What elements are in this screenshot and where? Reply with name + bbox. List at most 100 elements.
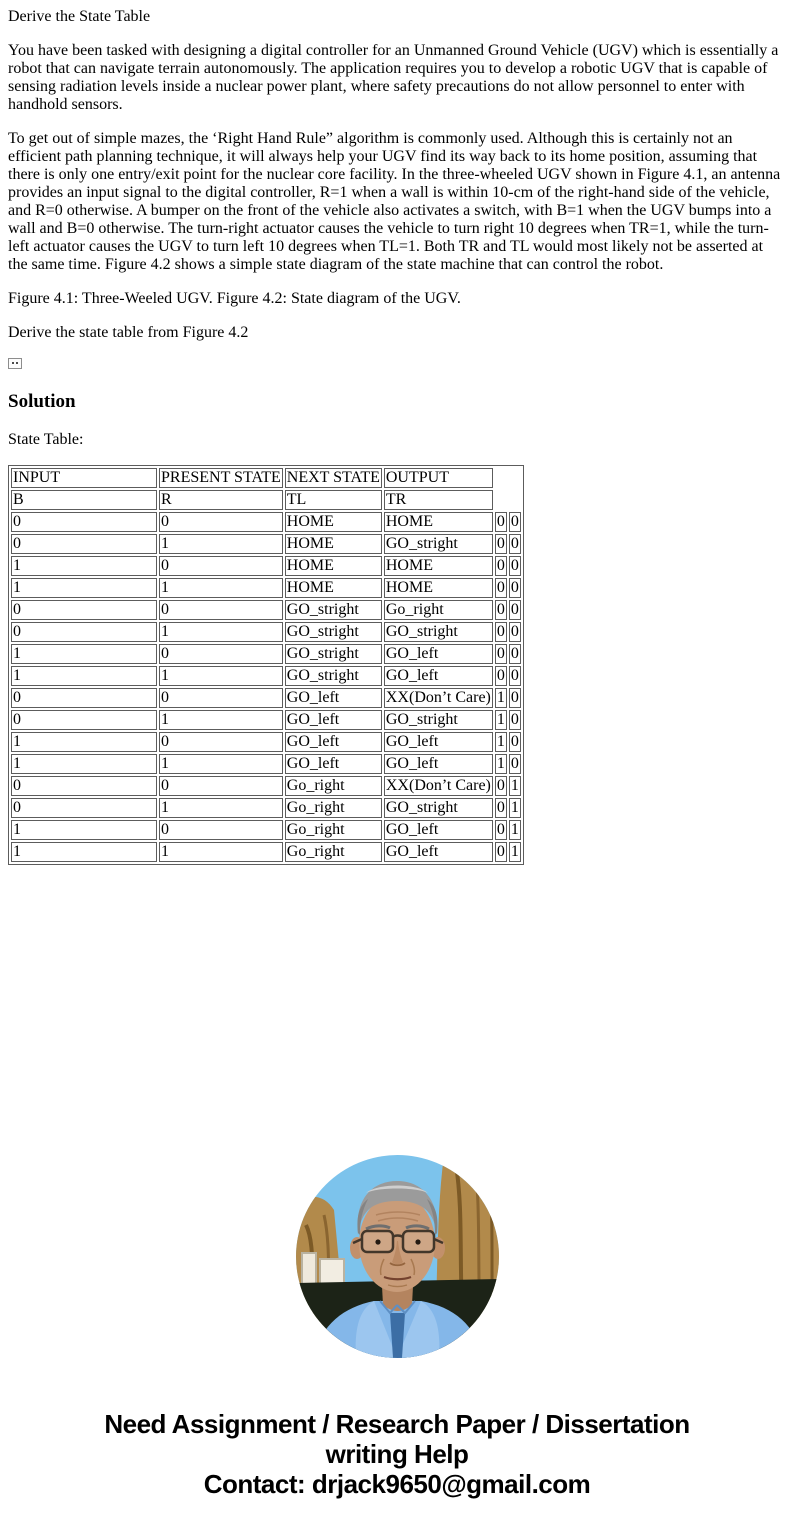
table-cell-tr-output: 0 bbox=[508, 556, 521, 576]
broken-image-icon bbox=[8, 358, 22, 369]
table-row: 1 1 GO_left GO_left 1 0 bbox=[11, 754, 521, 774]
table-cell-next-state: GO_left bbox=[383, 732, 493, 752]
table-cell-tr-output: 1 bbox=[508, 842, 521, 862]
footer-line-2: writing Help bbox=[325, 1439, 469, 1469]
figure-caption: Figure 4.1: Three-Weeled UGV. Figure 4.2… bbox=[8, 290, 461, 307]
table-cell-tl-output: 0 bbox=[494, 776, 507, 796]
table-cell-b: 1 bbox=[11, 556, 157, 576]
table-header-row-groups: INPUT PRESENT STATE NEXT STATE OUTPUT bbox=[11, 468, 521, 488]
table-cell-r: 0 bbox=[159, 776, 283, 796]
table-cell-tl-output: 0 bbox=[494, 578, 507, 598]
profile-photo-illustration bbox=[295, 1155, 499, 1358]
table-cell-present-state: GO_stright bbox=[284, 666, 382, 686]
table-cell-tl-output: 0 bbox=[494, 600, 507, 620]
table-cell-b: 0 bbox=[11, 688, 157, 708]
document-page: Derive the State Table You have been tas… bbox=[8, 0, 786, 1523]
table-cell-b: 1 bbox=[11, 732, 157, 752]
table-cell-next-state: GO_stright bbox=[383, 534, 493, 554]
intro-paragraph: You have been tasked with designing a di… bbox=[8, 42, 779, 113]
footer-line-1: Need Assignment / Research Paper / Disse… bbox=[104, 1409, 690, 1439]
header-cell-next-state: NEXT STATE bbox=[284, 468, 382, 488]
table-cell-r: 0 bbox=[159, 556, 283, 576]
table-row: 0 0 GO_stright Go_right 0 0 bbox=[11, 600, 521, 620]
table-row: 1 1 GO_stright GO_left 0 0 bbox=[11, 666, 521, 686]
task-line: Derive the state table from Figure 4.2 bbox=[8, 324, 249, 341]
table-cell-b: 1 bbox=[11, 842, 157, 862]
table-cell-b: 0 bbox=[11, 776, 157, 796]
table-cell-present-state: GO_stright bbox=[284, 600, 382, 620]
table-cell-tl-output: 1 bbox=[494, 754, 507, 774]
table-cell-r: 1 bbox=[159, 798, 283, 818]
table-cell-r: 0 bbox=[159, 644, 283, 664]
table-cell-r: 0 bbox=[159, 820, 283, 840]
table-cell-present-state: GO_left bbox=[284, 732, 382, 752]
table-cell-tl-output: 0 bbox=[494, 622, 507, 642]
table-row: 1 0 GO_left GO_left 1 0 bbox=[11, 732, 521, 752]
table-cell-present-state: HOME bbox=[284, 534, 382, 554]
table-cell-tr-output: 0 bbox=[508, 512, 521, 532]
table-cell-tl-output: 0 bbox=[494, 820, 507, 840]
table-cell-r: 0 bbox=[159, 732, 283, 752]
table-cell-present-state: HOME bbox=[284, 512, 382, 532]
table-cell-tr-output: 0 bbox=[508, 534, 521, 554]
state-table: INPUT PRESENT STATE NEXT STATE OUTPUT B … bbox=[8, 465, 524, 865]
table-cell-tl-output: 0 bbox=[494, 842, 507, 862]
table-row: 1 0 GO_stright GO_left 0 0 bbox=[11, 644, 521, 664]
table-cell-r: 0 bbox=[159, 688, 283, 708]
footer-promo: Need Assignment / Research Paper / Disse… bbox=[8, 1409, 786, 1499]
table-cell-b: 0 bbox=[11, 534, 157, 554]
profile-photo bbox=[295, 1155, 499, 1358]
table-cell-next-state: HOME bbox=[383, 578, 493, 598]
table-row: 0 1 Go_right GO_stright 0 1 bbox=[11, 798, 521, 818]
table-cell-tr-output: 0 bbox=[508, 578, 521, 598]
table-cell-r: 1 bbox=[159, 666, 283, 686]
table-cell-tr-output: 0 bbox=[508, 754, 521, 774]
table-cell-present-state: HOME bbox=[284, 578, 382, 598]
table-cell-tl-output: 1 bbox=[494, 732, 507, 752]
table-cell-r: 1 bbox=[159, 754, 283, 774]
table-cell-present-state: GO_left bbox=[284, 688, 382, 708]
table-row: 0 0 HOME HOME 0 0 bbox=[11, 512, 521, 532]
table-cell-r: 0 bbox=[159, 600, 283, 620]
table-cell-b: 1 bbox=[11, 644, 157, 664]
table-cell-next-state: Go_right bbox=[383, 600, 493, 620]
table-header-row-signals: B R TL TR bbox=[11, 490, 521, 510]
table-cell-tl-output: 0 bbox=[494, 534, 507, 554]
table-cell-next-state: XX(Don’t Care) bbox=[383, 688, 493, 708]
table-cell-tl-output: 1 bbox=[494, 710, 507, 730]
table-row: 1 1 HOME HOME 0 0 bbox=[11, 578, 521, 598]
table-row: 0 1 HOME GO_stright 0 0 bbox=[11, 534, 521, 554]
table-cell-present-state: HOME bbox=[284, 556, 382, 576]
table-cell-next-state: GO_left bbox=[383, 754, 493, 774]
table-cell-next-state: HOME bbox=[383, 512, 493, 532]
table-cell-r: 1 bbox=[159, 842, 283, 862]
table-cell-tr-output: 1 bbox=[508, 798, 521, 818]
table-cell-tr-output: 0 bbox=[508, 732, 521, 752]
table-cell-tl-output: 0 bbox=[494, 556, 507, 576]
table-cell-tl-output: 0 bbox=[494, 512, 507, 532]
table-row: 0 1 GO_left GO_stright 1 0 bbox=[11, 710, 521, 730]
table-cell-present-state: Go_right bbox=[284, 820, 382, 840]
table-cell-present-state: Go_right bbox=[284, 798, 382, 818]
table-cell-r: 0 bbox=[159, 512, 283, 532]
table-cell-tr-output: 0 bbox=[508, 666, 521, 686]
table-row: 0 0 GO_left XX(Don’t Care) 1 0 bbox=[11, 688, 521, 708]
footer-contact-line: Contact: drjack9650@gmail.com bbox=[203, 1469, 591, 1499]
table-cell-next-state: GO_left bbox=[383, 666, 493, 686]
table-cell-tr-output: 1 bbox=[508, 820, 521, 840]
table-row: 0 0 Go_right XX(Don’t Care) 0 1 bbox=[11, 776, 521, 796]
table-cell-tl-output: 1 bbox=[494, 688, 507, 708]
table-cell-tr-output: 0 bbox=[508, 600, 521, 620]
header-cell-tl: TL bbox=[284, 490, 382, 510]
page-title: Derive the State Table bbox=[8, 8, 151, 25]
table-cell-present-state: Go_right bbox=[284, 842, 382, 862]
table-cell-tl-output: 0 bbox=[494, 666, 507, 686]
table-cell-next-state: GO_left bbox=[383, 842, 493, 862]
table-cell-b: 0 bbox=[11, 622, 157, 642]
table-cell-tr-output: 0 bbox=[508, 688, 521, 708]
table-cell-r: 1 bbox=[159, 710, 283, 730]
table-cell-present-state: Go_right bbox=[284, 776, 382, 796]
table-cell-r: 1 bbox=[159, 534, 283, 554]
table-row: 1 0 HOME HOME 0 0 bbox=[11, 556, 521, 576]
table-cell-b: 1 bbox=[11, 820, 157, 840]
